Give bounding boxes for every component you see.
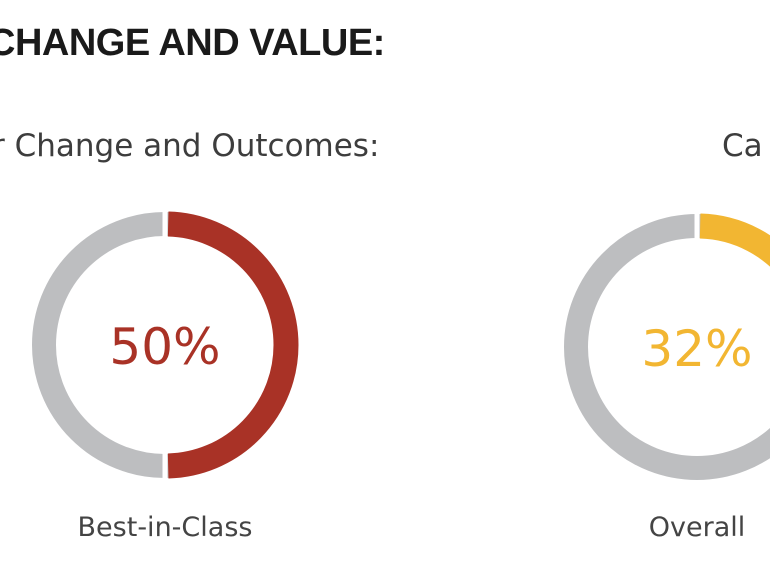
donut-overall: 32% Overall — [564, 212, 770, 543]
donut-best-in-class: 50% Best-in-Class — [32, 210, 299, 543]
donut-percent-label: 32% — [641, 320, 752, 378]
donut-value-arc — [699, 213, 770, 267]
donut-value-arc — [167, 211, 299, 479]
section-title: CHANGE AND VALUE: — [0, 22, 385, 64]
donut-caption: Best-in-Class — [78, 512, 253, 543]
donut-percent-label: 50% — [109, 318, 220, 376]
left-chart-heading: r Change and Outcomes: — [0, 128, 380, 164]
right-chart-heading: Ca — [722, 128, 763, 164]
donut-caption: Overall — [649, 512, 746, 543]
